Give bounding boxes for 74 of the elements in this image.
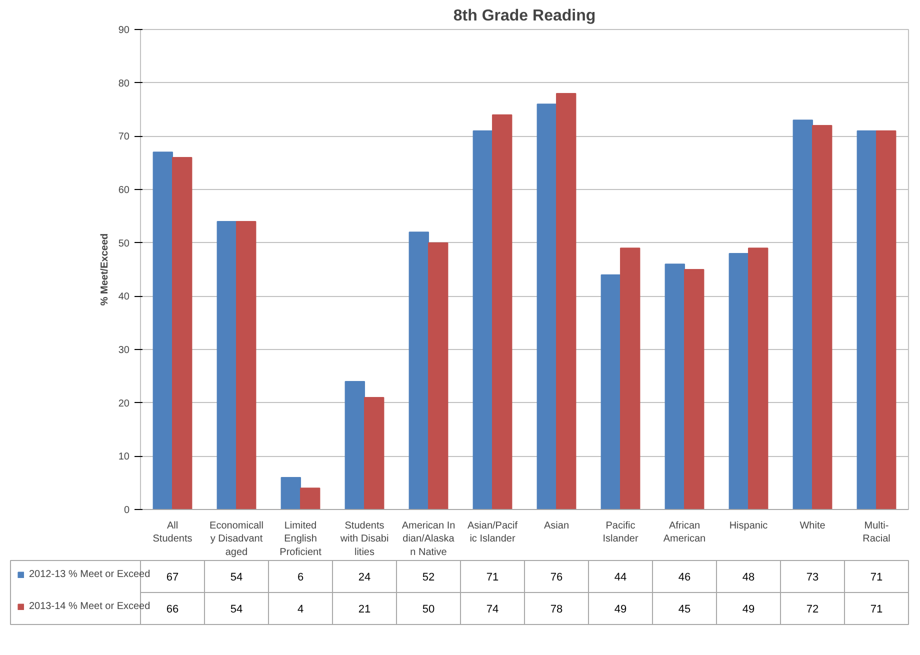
bar <box>728 253 749 510</box>
x-tick-label: All Students <box>152 520 192 545</box>
bar <box>664 264 685 510</box>
data-label: 6 <box>297 572 304 584</box>
bar <box>536 104 557 510</box>
y-tick-label: 90 <box>118 25 130 36</box>
y-tick-label: 70 <box>118 132 130 143</box>
bar <box>792 120 813 510</box>
data-label: 78 <box>550 604 563 616</box>
x-tick-label: African American <box>663 520 706 545</box>
data-label: 49 <box>742 604 755 616</box>
data-label: 4 <box>297 604 304 616</box>
data-label: 44 <box>614 572 627 584</box>
x-tick-label: Hispanic <box>729 520 768 532</box>
data-label: 71 <box>870 572 883 584</box>
x-tick-label: Students with Disabilities <box>339 520 389 558</box>
bar <box>300 488 320 510</box>
bar <box>172 157 192 510</box>
x-tick-label: White <box>800 520 826 532</box>
x-tick-label: Limited English Proficient <box>280 520 322 558</box>
data-label: 71 <box>486 572 499 584</box>
bar <box>492 114 512 510</box>
data-label: 52 <box>422 572 435 584</box>
data-label: 54 <box>230 572 243 584</box>
data-label: 45 <box>678 604 691 616</box>
data-label: 72 <box>806 604 819 616</box>
x-tick-label: Economically Disadvantaged <box>210 520 264 558</box>
bar <box>472 130 493 510</box>
y-tick-label: 50 <box>118 238 130 250</box>
x-tick-label: Pacific Islander <box>602 520 639 545</box>
data-label: 66 <box>166 604 179 616</box>
y-tick-label: 20 <box>118 398 130 410</box>
y-axis-title: % Meet/Exceed <box>99 233 110 306</box>
data-label: 49 <box>614 604 627 616</box>
bar <box>600 274 621 510</box>
y-tick-label: 30 <box>118 345 130 356</box>
bar <box>408 232 429 510</box>
bar <box>620 248 640 510</box>
bar <box>812 125 832 510</box>
y-tick-label: 0 <box>124 505 130 516</box>
x-tick-label: American Indian/Alaskan Native <box>402 520 456 558</box>
data-label: 48 <box>742 572 755 584</box>
x-tick-label: Multi-Racial <box>862 520 890 545</box>
data-label: 24 <box>358 572 371 584</box>
data-label: 67 <box>166 572 179 584</box>
bar <box>856 130 877 510</box>
y-tick-label: 60 <box>118 185 130 196</box>
data-label: 74 <box>486 604 499 616</box>
data-label: 54 <box>230 604 243 616</box>
x-tick-label: Asian/Pacific Islander <box>467 520 518 545</box>
legend-label: 2012-13 % Meet or Exceed <box>29 568 150 581</box>
bar <box>152 152 173 510</box>
y-tick-label: 10 <box>118 452 130 463</box>
y-tick-label: 40 <box>118 292 130 303</box>
bar <box>344 381 365 510</box>
bar <box>364 397 384 510</box>
data-label: 46 <box>678 572 691 584</box>
legend-label: 2013-14 % Meet or Exceed <box>29 600 150 613</box>
data-label: 73 <box>806 572 819 584</box>
bar <box>216 221 237 510</box>
data-label: 50 <box>422 604 435 616</box>
chart-title: 8th Grade Reading <box>453 8 596 24</box>
data-label: 76 <box>550 572 563 584</box>
bar <box>748 248 768 510</box>
data-label: 71 <box>870 604 883 616</box>
y-tick-label: 80 <box>118 78 130 90</box>
bar <box>556 93 576 510</box>
bar <box>684 269 704 510</box>
bar <box>876 130 896 510</box>
bar <box>236 221 256 510</box>
x-tick-label: Asian <box>544 520 570 532</box>
bar <box>428 242 448 510</box>
data-label: 21 <box>358 604 371 616</box>
bar <box>280 477 301 510</box>
